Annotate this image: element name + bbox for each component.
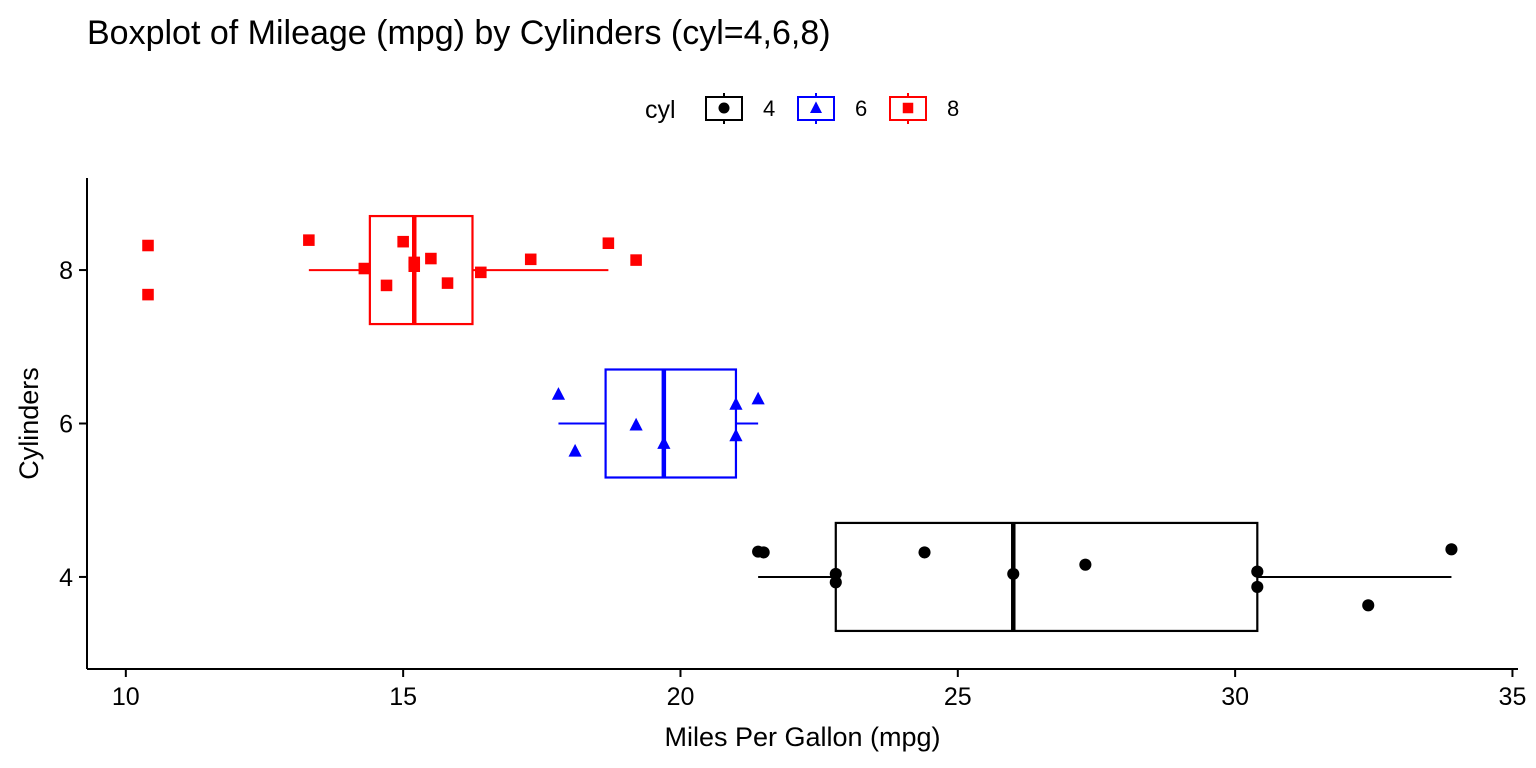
data-point	[602, 237, 615, 249]
data-point	[142, 288, 154, 301]
data-point	[1251, 580, 1264, 593]
box	[834, 521, 1259, 633]
box-group-6	[551, 368, 765, 479]
data-point	[568, 443, 582, 457]
data-point	[397, 235, 409, 248]
x-tick-label: 20	[667, 683, 695, 711]
chart-title: Boxplot of Mileage (mpg) by Cylinders (c…	[87, 14, 831, 52]
plot-area	[142, 214, 1458, 633]
legend-key-8	[889, 93, 927, 124]
data-point	[408, 260, 421, 273]
data-point	[380, 279, 393, 292]
legend-title: cyl	[645, 96, 676, 124]
x-axis-ticks: 10 15 20 25 30 35	[112, 669, 1526, 711]
y-tick-label: 8	[59, 257, 73, 285]
box	[368, 214, 474, 326]
data-point	[657, 436, 671, 449]
x-tick-label: 25	[944, 683, 972, 711]
legend-label-8: 8	[947, 96, 959, 121]
data-point	[441, 277, 454, 289]
box-group-4	[752, 521, 1458, 633]
legend-key-4	[705, 93, 743, 124]
data-point	[829, 576, 842, 589]
x-tick-label: 15	[389, 683, 417, 711]
x-axis-title: Miles Per Gallon (mpg)	[664, 722, 940, 752]
data-point	[524, 253, 537, 266]
legend-key-marker	[810, 101, 822, 113]
data-point	[358, 262, 371, 275]
y-axis-title: Cylinders	[14, 367, 44, 480]
x-tick-label: 30	[1221, 683, 1249, 711]
y-tick-label: 6	[59, 411, 73, 439]
legend-key-marker	[902, 102, 914, 114]
data-point	[751, 391, 765, 405]
data-point	[551, 387, 566, 400]
data-point	[475, 266, 487, 279]
data-point	[1007, 567, 1020, 580]
legend-label-4: 4	[763, 96, 775, 121]
data-point	[303, 234, 315, 246]
legend-key-6	[797, 93, 835, 124]
x-tick-label: 35	[1499, 683, 1527, 711]
legend: cyl 4 6 8	[645, 93, 959, 124]
x-tick-label: 10	[112, 683, 140, 711]
legend-label-6: 6	[855, 96, 867, 121]
data-point	[142, 239, 154, 252]
data-point	[729, 428, 743, 442]
data-point	[1079, 558, 1092, 571]
data-point	[425, 252, 437, 265]
data-point	[629, 417, 643, 431]
y-tick-label: 4	[59, 564, 73, 592]
data-point	[729, 397, 743, 410]
legend-key-marker	[718, 102, 730, 114]
data-point	[757, 546, 770, 559]
data-point	[1362, 599, 1375, 612]
data-point	[918, 546, 931, 559]
y-axis-ticks: 4 6 8	[59, 257, 87, 592]
box	[604, 368, 738, 479]
data-point	[630, 254, 642, 266]
box-group-8	[142, 214, 642, 326]
data-point	[1445, 543, 1458, 556]
data-point	[1251, 565, 1264, 578]
data-point	[829, 567, 842, 580]
